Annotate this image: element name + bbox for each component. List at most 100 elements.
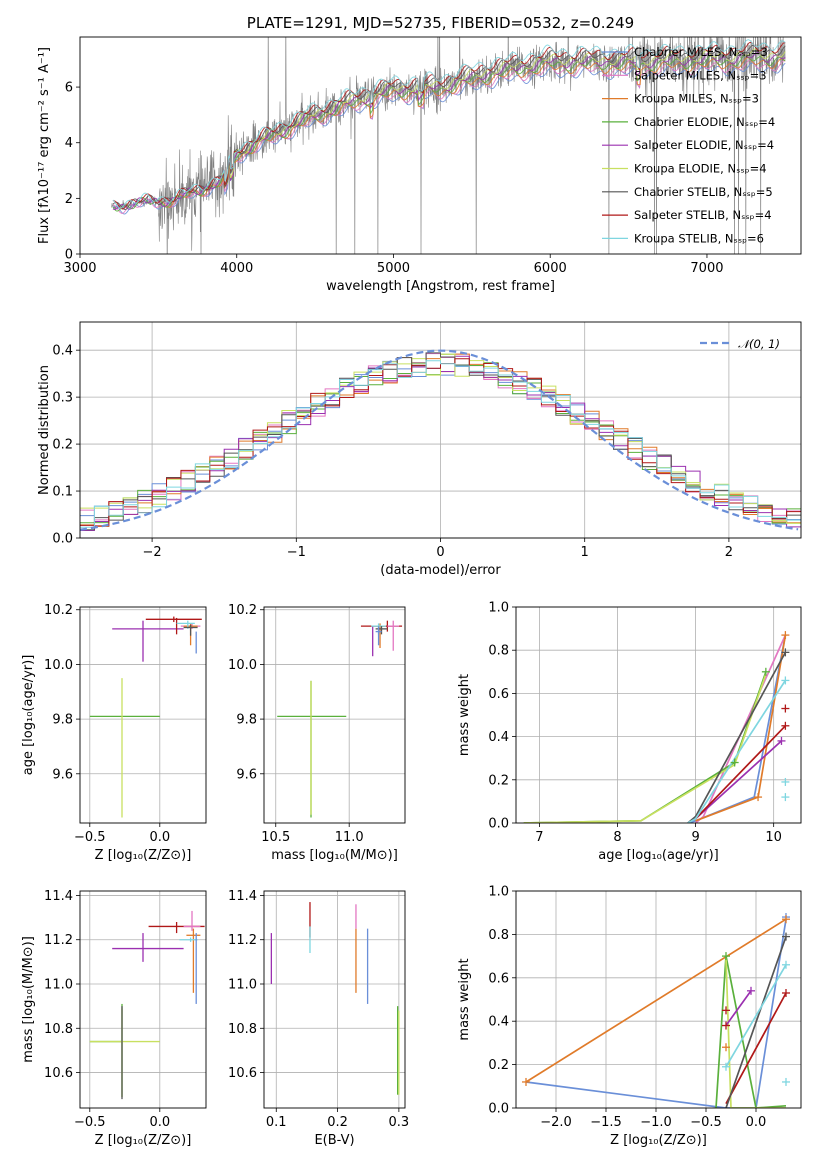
x-tick-label: 3000 <box>63 261 96 276</box>
y-tick-label: 10.2 <box>228 603 257 618</box>
errorbar-point <box>89 1003 123 1097</box>
x-axis-label: Z [log₁₀(Z/Z⊙)] <box>95 848 192 863</box>
errorbar-point <box>148 922 205 934</box>
mass-weight-line <box>695 634 787 823</box>
y-tick-label: 0.6 <box>488 971 509 986</box>
weight-vs-Z-plot-area <box>522 913 790 1108</box>
y-axis-label: age [log₁₀(age/yr)] <box>21 655 36 776</box>
x-tick-label: 7000 <box>690 261 723 276</box>
errorbar-point <box>186 928 201 993</box>
x-tick-label: −2.0 <box>540 1115 572 1130</box>
y-tick-label: 9.6 <box>236 767 257 782</box>
y-tick-label: 11.0 <box>228 978 257 993</box>
mass-vs-ebv-panel: 0.1 0.2 0.3 10.6 10.8 11.0 11.2 11.4 E(B-V) <box>228 889 409 1148</box>
y-tick-label: 10.2 <box>44 603 73 618</box>
legend-entry: Chabrier MILES, Nₛₛₚ=3 <box>634 45 768 59</box>
plus-marker <box>781 777 790 786</box>
y-tick-label: 11.4 <box>44 889 73 904</box>
y-tick-label: 11.4 <box>228 889 257 904</box>
mass-weight-line <box>725 990 752 1026</box>
errorbar-point <box>112 620 184 662</box>
x-axis-label: age [log₁₀(age/yr)] <box>598 848 719 863</box>
x-axis-label: E(B-V) <box>314 1133 354 1148</box>
y-tick-label: 0.4 <box>52 344 73 359</box>
errorbar-point <box>375 626 388 635</box>
y-tick-label: 0.0 <box>488 817 509 832</box>
y-tick-label: 0.8 <box>488 928 509 943</box>
x-tick-label: 7 <box>535 830 543 845</box>
x-tick-label: −0.5 <box>74 1115 106 1130</box>
mass-weight-line <box>523 673 767 823</box>
mass-weight-line <box>523 671 767 823</box>
y-tick-label: 2 <box>65 192 73 207</box>
axes-frame <box>79 606 207 824</box>
y-tick-label: 1.0 <box>488 601 509 616</box>
mass-weight-line <box>525 919 787 1108</box>
legend-entry: Kroupa STELIB, Nₛₛₚ=6 <box>634 231 764 245</box>
x-tick-label: 11.0 <box>335 830 364 845</box>
x-tick-label: 0.0 <box>149 1115 170 1130</box>
plus-marker <box>722 1021 730 1030</box>
y-axis-label: mass weight <box>457 674 472 756</box>
weight-vs-age-plot-area <box>523 631 790 823</box>
axes-frame <box>79 890 207 1109</box>
axes-frame <box>263 606 406 824</box>
legend-entry: Chabrier STELIB, Nₛₛₚ=5 <box>634 185 773 199</box>
mass-weight-line <box>525 918 787 1083</box>
errorbar-point <box>89 1008 160 1097</box>
x-tick-label: 0 <box>436 545 444 560</box>
y-tick-label: 9.6 <box>52 767 73 782</box>
y-axis-label: mass weight <box>457 958 472 1040</box>
model-spectrum-line <box>112 41 786 210</box>
plus-marker <box>722 1006 730 1015</box>
y-tick-label: 10.8 <box>44 1022 73 1037</box>
axes-frame <box>263 890 406 1109</box>
y-tick-label: 0 <box>65 248 73 263</box>
x-axis-label: Z [log₁₀(Z/Z⊙)] <box>95 1133 192 1148</box>
y-tick-label: 0.4 <box>488 1015 509 1030</box>
y-tick-label: 1.0 <box>488 885 509 900</box>
x-tick-label: 0.1 <box>266 1115 287 1130</box>
plus-marker <box>781 721 790 730</box>
axes-frame <box>515 606 802 824</box>
residual-histogram <box>80 360 801 528</box>
legend-entry: Kroupa MILES, Nₛₛₚ=3 <box>634 92 759 106</box>
age-vs-Z-panel: −0.5 0.0 9.6 9.8 10.0 10.2 Z [log₁₀(Z/Z⊙)] age … <box>21 603 207 863</box>
age-vs-mass-plot-area <box>277 620 403 818</box>
mass-weight-line <box>725 992 787 1105</box>
mass-weight-line <box>725 936 787 1108</box>
errorbar-point <box>375 623 385 649</box>
errorbar-point <box>183 910 201 931</box>
y-tick-label: 0.2 <box>52 438 73 453</box>
plus-marker <box>781 704 790 713</box>
y-axis-label: mass [log₁₀(M/M⊙)] <box>21 936 36 1063</box>
x-axis-label: Z [log₁₀(Z/Z⊙)] <box>610 1133 707 1148</box>
mass-weight-line <box>725 958 786 1108</box>
mass-weight-line <box>715 955 787 1108</box>
x-tick-label: 0.0 <box>746 1115 767 1130</box>
legend-entry: Kroupa ELODIE, Nₛₛₚ=4 <box>634 162 767 176</box>
x-tick-label: −1.5 <box>590 1115 622 1130</box>
x-tick-label: 6000 <box>534 261 567 276</box>
plus-marker <box>782 915 790 924</box>
plus-marker <box>781 793 790 802</box>
y-tick-label: 0.6 <box>488 687 509 702</box>
legend-entry: Chabrier ELODIE, Nₛₛₚ=4 <box>634 115 775 129</box>
plus-marker <box>754 793 763 802</box>
spectrum-panel: 3000 4000 5000 6000 7000 0 2 4 6 wavelength [Angs… <box>37 14 802 294</box>
y-tick-label: 10.8 <box>228 1022 257 1037</box>
mass-weight-line <box>687 634 787 823</box>
x-tick-label: −2 <box>143 545 162 560</box>
errorbar-point <box>183 624 198 636</box>
plus-marker <box>730 758 739 767</box>
mass-weight-line <box>725 964 787 1068</box>
plus-marker <box>522 1077 530 1086</box>
x-tick-label: 0.3 <box>389 1115 410 1130</box>
y-tick-label: 0.3 <box>52 391 73 406</box>
x-tick-label: 2 <box>725 545 733 560</box>
x-tick-label: −0.5 <box>690 1115 722 1130</box>
x-axis-label: wavelength [Angstrom, rest frame] <box>326 279 555 294</box>
plus-marker <box>722 1062 730 1071</box>
plus-marker <box>781 676 790 685</box>
